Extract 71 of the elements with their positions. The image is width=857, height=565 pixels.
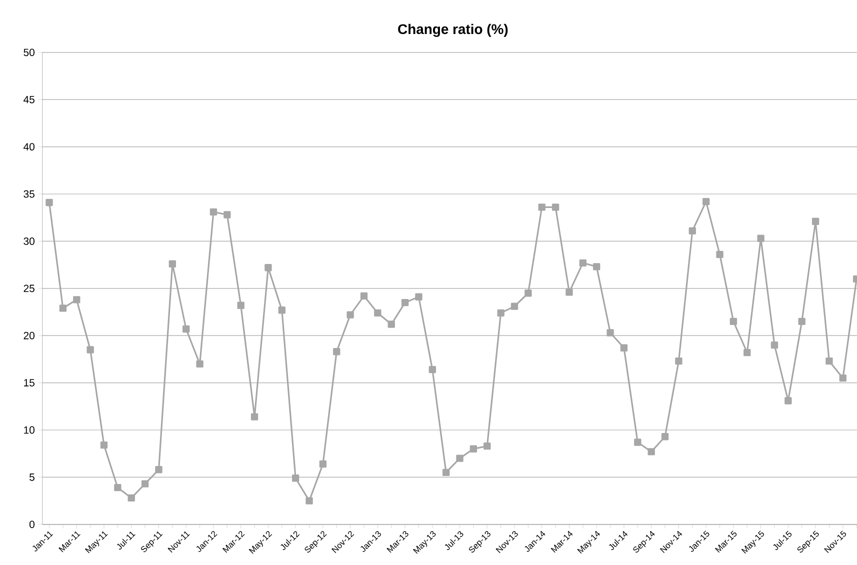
point (86, 346, 94, 354)
y-tick-label: 35 (24, 190, 34, 198)
chart-title: Change ratio (%) (398, 24, 508, 37)
point (566, 288, 573, 296)
point (401, 298, 409, 306)
point (292, 474, 300, 482)
y-tick-label: 50 (24, 48, 34, 56)
y-tick-label: 15 (24, 379, 34, 386)
point (388, 320, 395, 328)
point (675, 357, 682, 365)
point (114, 484, 122, 492)
point (552, 204, 560, 211)
point (538, 204, 546, 211)
y-tick-label: 10 (24, 426, 34, 434)
point (73, 296, 80, 304)
y-tick-label: 45 (24, 96, 34, 104)
point (470, 445, 478, 452)
point (224, 211, 231, 218)
point (593, 263, 600, 270)
point (648, 448, 655, 456)
point (360, 292, 368, 300)
point (839, 374, 846, 382)
point (798, 318, 806, 326)
point (484, 442, 491, 450)
y-tick-label: 30 (24, 238, 34, 245)
point (100, 442, 108, 449)
point (278, 306, 286, 314)
point (634, 438, 642, 446)
point (155, 466, 162, 474)
y-tick-label: 5 (30, 474, 34, 481)
point (250, 413, 258, 420)
y-tick-label: 0 (29, 520, 34, 528)
point (620, 344, 628, 352)
point (606, 329, 614, 336)
point (661, 433, 669, 440)
point (128, 494, 135, 502)
point (428, 366, 436, 374)
point (744, 348, 751, 356)
point (812, 218, 820, 225)
y-tick-label: 25 (24, 284, 34, 292)
y-tick-label: 40 (24, 143, 34, 151)
point (415, 293, 422, 300)
point (757, 234, 764, 242)
point (237, 302, 244, 309)
y-tick-label: 20 (24, 332, 34, 340)
point (264, 264, 272, 272)
point (456, 454, 464, 462)
point (59, 304, 67, 312)
point (306, 497, 313, 504)
point (196, 360, 204, 368)
point (168, 260, 176, 268)
point (770, 341, 778, 349)
point (579, 259, 587, 266)
point (510, 302, 518, 310)
point (210, 208, 218, 216)
point (524, 290, 532, 297)
point (46, 198, 53, 206)
point (497, 309, 504, 317)
point (374, 309, 382, 317)
point (688, 227, 696, 234)
point (826, 357, 833, 365)
point (319, 460, 327, 468)
point (141, 480, 149, 488)
point (784, 397, 792, 404)
point (182, 325, 190, 333)
point (333, 348, 340, 356)
point (730, 318, 738, 326)
point (346, 311, 354, 318)
point (702, 198, 710, 206)
point (716, 250, 724, 258)
point (442, 468, 450, 476)
